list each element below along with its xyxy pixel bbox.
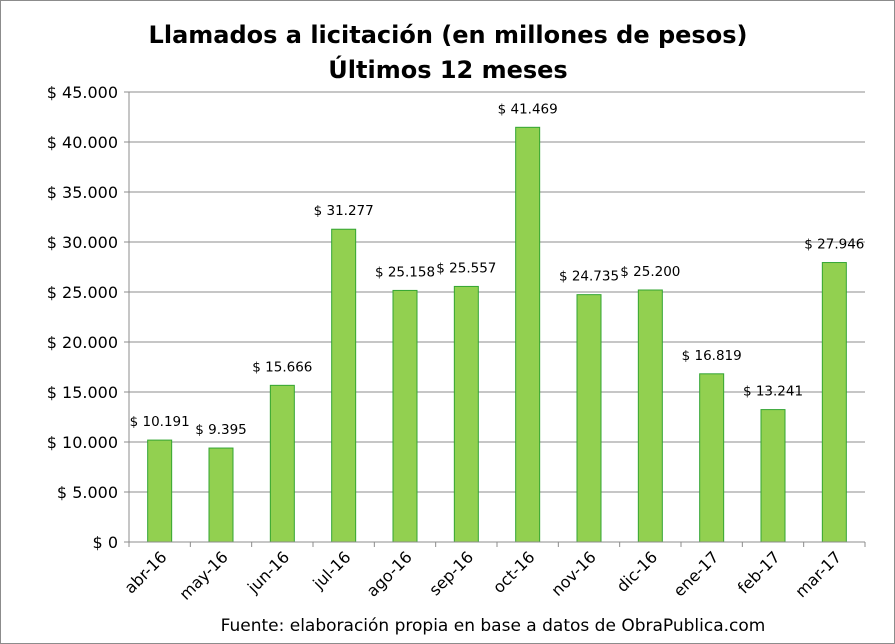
data-label: $ 9.395 bbox=[195, 422, 247, 438]
y-tick-label: $ 30.000 bbox=[47, 233, 118, 252]
data-label: $ 13.241 bbox=[743, 384, 803, 400]
x-tick-label: mar-17 bbox=[791, 547, 845, 601]
y-tick-label: $ 20.000 bbox=[47, 333, 118, 352]
x-tick-label: jun-16 bbox=[243, 547, 293, 597]
x-tick-label: feb-17 bbox=[734, 547, 784, 597]
x-tick-label: dic-16 bbox=[613, 547, 661, 595]
y-tick-label: $ 45.000 bbox=[47, 83, 118, 102]
x-tick-label: jul-16 bbox=[308, 547, 354, 593]
data-labels: $ 10.191 $ 9.395$ 15.666$ 31.277$ 25.158 $… bbox=[130, 101, 865, 438]
bar-feb-17 bbox=[760, 409, 786, 543]
bar-ene-17 bbox=[699, 373, 725, 543]
bar-sep-16 bbox=[453, 285, 479, 543]
bars bbox=[147, 126, 847, 543]
y-tick-label: $ 10.000 bbox=[47, 433, 118, 452]
data-label: $ 27.946 bbox=[804, 237, 864, 253]
x-tick-label: ago-16 bbox=[363, 547, 416, 600]
x-tick-label: ene-17 bbox=[669, 547, 722, 600]
chart-title: Llamados a licitación (en millones de pe… bbox=[149, 21, 748, 49]
data-label: $ 31.277 bbox=[314, 203, 374, 219]
y-tick-label: $ 40.000 bbox=[47, 133, 118, 152]
y-axis-ticks: $ 0 $ 5.000 $ 10.000 $ 15.000 $ 20.000 $ 25.0… bbox=[47, 83, 129, 552]
x-tick-label: may-16 bbox=[175, 547, 231, 603]
bar-may-16 bbox=[208, 447, 234, 543]
data-label: $ 16.819 bbox=[682, 348, 742, 364]
bar-ago-16 bbox=[392, 289, 418, 543]
data-label: $ 15.666 bbox=[252, 359, 312, 375]
bar-dic-16 bbox=[637, 289, 663, 543]
y-tick-label: $ 25.000 bbox=[47, 283, 118, 302]
gridlines bbox=[129, 91, 865, 493]
bar-mar-17 bbox=[821, 262, 847, 543]
data-label: $ 25.557 bbox=[436, 260, 496, 276]
data-label: $ 41.469 bbox=[498, 101, 558, 117]
data-label: $ 25.200 bbox=[620, 264, 680, 280]
y-tick-label: $ 15.000 bbox=[47, 383, 118, 402]
data-label: $ 24.735 bbox=[559, 269, 619, 285]
bar-oct-16 bbox=[515, 126, 541, 543]
x-axis-ticks: abr-16 may-16 jun-16 jul-16 ago-16 sep-16 oct-… bbox=[121, 542, 866, 604]
bar-nov-16 bbox=[576, 294, 602, 543]
data-label: $ 10.191 bbox=[130, 414, 190, 430]
axes bbox=[128, 92, 865, 543]
y-tick-label: $ 0 bbox=[93, 533, 118, 552]
y-tick-label: $ 5.000 bbox=[57, 483, 118, 502]
data-label: $ 25.158 bbox=[375, 264, 435, 280]
x-tick-label: sep-16 bbox=[425, 547, 477, 599]
chart-subtitle: Últimos 12 meses bbox=[328, 54, 567, 84]
bar-jun-16 bbox=[269, 384, 295, 543]
bar-jul-16 bbox=[331, 228, 357, 543]
x-tick-label: nov-16 bbox=[547, 547, 599, 599]
bar-abr-16 bbox=[147, 439, 173, 543]
y-tick-label: $ 35.000 bbox=[47, 183, 118, 202]
source-note: Fuente: elaboración propia en base a dat… bbox=[221, 616, 766, 636]
x-tick-label: abr-16 bbox=[121, 547, 171, 597]
x-tick-label: oct-16 bbox=[489, 547, 538, 596]
